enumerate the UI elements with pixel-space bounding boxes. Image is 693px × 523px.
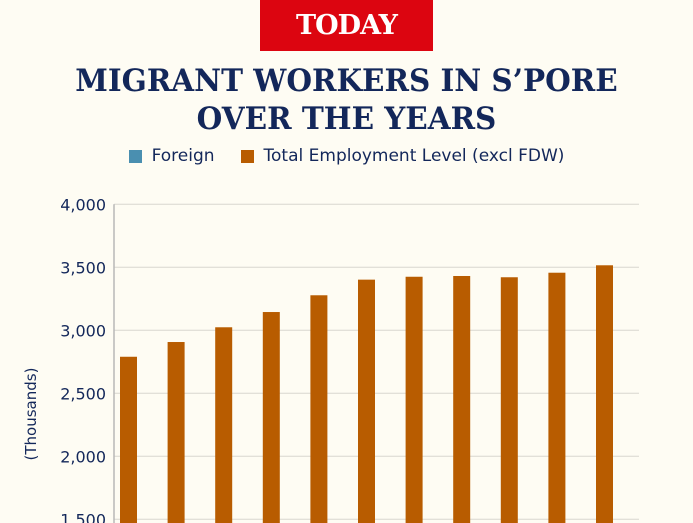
bar-total-employment — [453, 275, 471, 523]
title-line-1: MIGRANT WORKERS IN S’PORE — [75, 63, 618, 99]
legend-item-total: Total Employment Level (excl FDW) — [240, 146, 565, 166]
title-line-2: OVER THE YEARS — [196, 101, 497, 137]
bar-total-employment — [500, 277, 518, 523]
bar-total-employment — [596, 265, 613, 523]
bar-total-employment — [167, 342, 185, 523]
legend-item-foreign: Foreign — [128, 146, 215, 166]
y-tick-label: 2,000 — [60, 447, 106, 466]
bar-total-employment — [310, 295, 328, 523]
chart-title: MIGRANT WORKERS IN S’PORE OVER THE YEARS — [17, 62, 675, 138]
y-tick-label: 4,000 — [60, 195, 106, 214]
y-tick-label: 1,500 — [60, 510, 106, 523]
bar-total-employment — [548, 272, 566, 523]
legend-label: Total Employment Level (excl FDW) — [263, 146, 565, 166]
legend-swatch-foreign — [128, 149, 142, 163]
y-tick-label: 3,000 — [60, 321, 106, 340]
legend-label: Foreign — [151, 146, 215, 166]
legend-swatch-total — [240, 149, 254, 163]
y-tick-label: 2,500 — [60, 384, 106, 403]
bar-total-employment — [358, 279, 375, 523]
bar-total-employment — [262, 312, 280, 523]
logo-text: TODAY — [296, 10, 398, 41]
today-logo: TODAY — [260, 0, 433, 51]
legend: Foreign Total Employment Level (excl FDW… — [0, 146, 693, 166]
y-tick-label: 3,500 — [60, 258, 106, 277]
bar-total-employment — [215, 327, 233, 523]
bar-total-employment — [405, 276, 423, 523]
bar-total-employment — [120, 356, 137, 523]
